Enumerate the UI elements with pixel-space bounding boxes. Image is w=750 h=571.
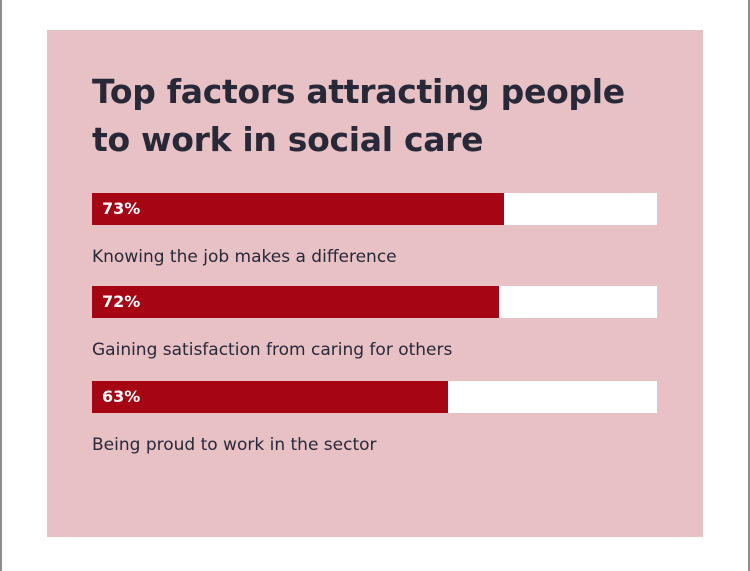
bar-value-label: 63% [102, 387, 141, 406]
bar-category-label: Knowing the job makes a difference [92, 247, 397, 267]
bar-category-label: Gaining satisfaction from caring for oth… [92, 340, 453, 360]
frame-right-border [748, 0, 750, 571]
infographic-card: Top factors attracting people to work in… [47, 30, 703, 537]
bar-category-label: Being proud to work in the sector [92, 435, 377, 455]
bar-value-label: 73% [102, 199, 141, 218]
bar-track-1: 73% [92, 193, 657, 225]
bar-track-2: 72% [92, 286, 657, 318]
bar-fill [92, 193, 505, 225]
chart-title: Top factors attracting people to work in… [92, 72, 625, 159]
bar-fill [92, 381, 448, 413]
bar-fill [92, 286, 499, 318]
bar-value-label: 72% [102, 292, 141, 311]
bar-track-3: 63% [92, 381, 657, 413]
frame-left-border [0, 0, 2, 571]
